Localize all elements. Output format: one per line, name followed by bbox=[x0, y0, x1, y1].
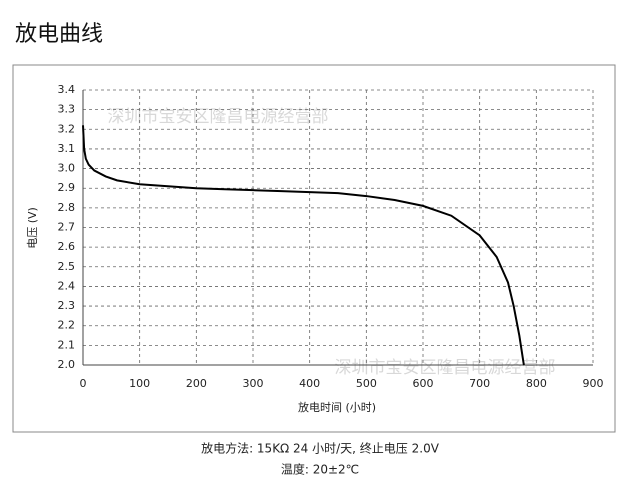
data-line bbox=[82, 125, 525, 366]
y-tick-label: 2.8 bbox=[58, 201, 76, 214]
y-tick-label: 2.3 bbox=[58, 299, 76, 312]
y-tick-label: 3.4 bbox=[58, 83, 76, 96]
x-tick-label: 0 bbox=[80, 377, 87, 390]
note: 放电方法: 15KΩ 24 小时/天, 终止电压 2.0V bbox=[201, 441, 440, 456]
x-tick-label: 200 bbox=[186, 377, 207, 390]
x-tick-label: 700 bbox=[469, 377, 490, 390]
y-tick-label: 3.1 bbox=[58, 142, 76, 155]
chart-frame bbox=[12, 64, 616, 433]
y-tick-label: 2.6 bbox=[58, 240, 76, 253]
note: 温度: 20±2℃ bbox=[281, 462, 359, 477]
x-tick-label: 800 bbox=[526, 377, 547, 390]
x-tick-label: 400 bbox=[299, 377, 320, 390]
watermark: 深圳市宝安区隆昌电源经营部 bbox=[335, 358, 556, 378]
x-axis-label: 放电时间 (小时) bbox=[298, 400, 376, 414]
y-tick-label: 2.2 bbox=[58, 319, 76, 332]
y-tick-label: 3.0 bbox=[58, 162, 76, 175]
y-tick-label: 3.2 bbox=[58, 122, 76, 135]
y-axis-label: 电压 (V) bbox=[26, 207, 39, 249]
y-tick-label: 2.7 bbox=[58, 221, 76, 234]
y-tick-label: 2.9 bbox=[58, 181, 76, 194]
x-tick-label: 300 bbox=[243, 377, 264, 390]
chart-title: 放电曲线 bbox=[15, 22, 103, 47]
y-tick-label: 2.0 bbox=[58, 358, 76, 371]
x-tick-label: 500 bbox=[356, 377, 377, 390]
y-tick-label: 3.3 bbox=[58, 103, 76, 116]
x-tick-label: 100 bbox=[129, 377, 150, 390]
x-tick-label: 600 bbox=[413, 377, 434, 390]
y-tick-label: 2.4 bbox=[58, 279, 76, 292]
y-tick-label: 2.1 bbox=[58, 338, 76, 351]
x-tick-label: 900 bbox=[583, 377, 604, 390]
y-tick-label: 2.5 bbox=[58, 260, 76, 273]
watermark: 深圳市宝安区隆昌电源经营部 bbox=[108, 107, 329, 127]
